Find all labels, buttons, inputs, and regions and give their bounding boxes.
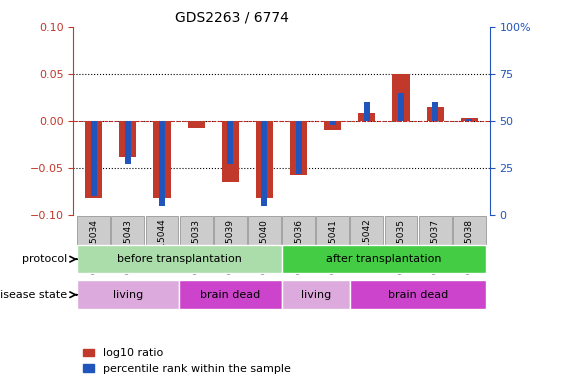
FancyBboxPatch shape (282, 245, 486, 273)
Bar (154, 121, 171, 198)
Bar (398, 93, 404, 121)
FancyBboxPatch shape (77, 216, 110, 245)
Bar (392, 74, 409, 121)
Bar (159, 121, 165, 206)
Bar (296, 121, 302, 174)
Bar (222, 121, 239, 182)
Text: brain dead: brain dead (200, 290, 261, 300)
Bar (324, 121, 341, 130)
Bar (91, 121, 97, 196)
FancyBboxPatch shape (214, 216, 247, 245)
Text: GSM115035: GSM115035 (396, 219, 405, 274)
Text: living: living (301, 290, 331, 300)
FancyBboxPatch shape (180, 216, 212, 245)
FancyBboxPatch shape (179, 280, 282, 310)
Bar (461, 118, 478, 121)
Bar (290, 121, 307, 175)
Bar (330, 121, 336, 125)
FancyBboxPatch shape (419, 216, 452, 245)
Text: GSM115042: GSM115042 (363, 219, 372, 273)
FancyBboxPatch shape (282, 216, 315, 245)
FancyBboxPatch shape (453, 216, 486, 245)
Text: GSM115041: GSM115041 (328, 219, 337, 274)
FancyBboxPatch shape (385, 216, 417, 245)
FancyBboxPatch shape (351, 216, 383, 245)
FancyBboxPatch shape (77, 245, 282, 273)
FancyBboxPatch shape (111, 216, 144, 245)
Text: GSM115043: GSM115043 (123, 219, 132, 274)
Text: GSM115038: GSM115038 (465, 219, 474, 274)
Bar (364, 102, 370, 121)
Text: before transplantation: before transplantation (117, 254, 242, 264)
Bar (466, 119, 472, 121)
Bar (119, 121, 136, 157)
Text: GSM115034: GSM115034 (89, 219, 98, 274)
FancyBboxPatch shape (248, 216, 281, 245)
Text: GSM115036: GSM115036 (294, 219, 303, 274)
Bar (432, 102, 438, 121)
Text: GSM115044: GSM115044 (158, 219, 167, 273)
Text: protocol: protocol (23, 254, 68, 264)
Text: GSM115040: GSM115040 (260, 219, 269, 274)
Bar (125, 121, 131, 164)
Bar (256, 121, 273, 198)
Text: GSM115033: GSM115033 (191, 219, 200, 274)
Text: GSM115039: GSM115039 (226, 219, 235, 274)
Bar (261, 121, 267, 206)
Bar (85, 121, 102, 198)
Text: brain dead: brain dead (388, 290, 448, 300)
FancyBboxPatch shape (316, 216, 349, 245)
FancyBboxPatch shape (146, 216, 178, 245)
Text: GSM115037: GSM115037 (431, 219, 440, 274)
Bar (187, 121, 205, 129)
Bar (358, 113, 376, 121)
Bar (227, 121, 233, 164)
Legend: log10 ratio, percentile rank within the sample: log10 ratio, percentile rank within the … (79, 344, 296, 379)
Text: living: living (113, 290, 143, 300)
FancyBboxPatch shape (282, 280, 350, 310)
Text: after transplantation: after transplantation (326, 254, 442, 264)
Bar (427, 107, 444, 121)
FancyBboxPatch shape (350, 280, 486, 310)
FancyBboxPatch shape (77, 280, 179, 310)
Text: disease state: disease state (0, 290, 68, 300)
Title: GDS2263 / 6774: GDS2263 / 6774 (175, 10, 288, 24)
